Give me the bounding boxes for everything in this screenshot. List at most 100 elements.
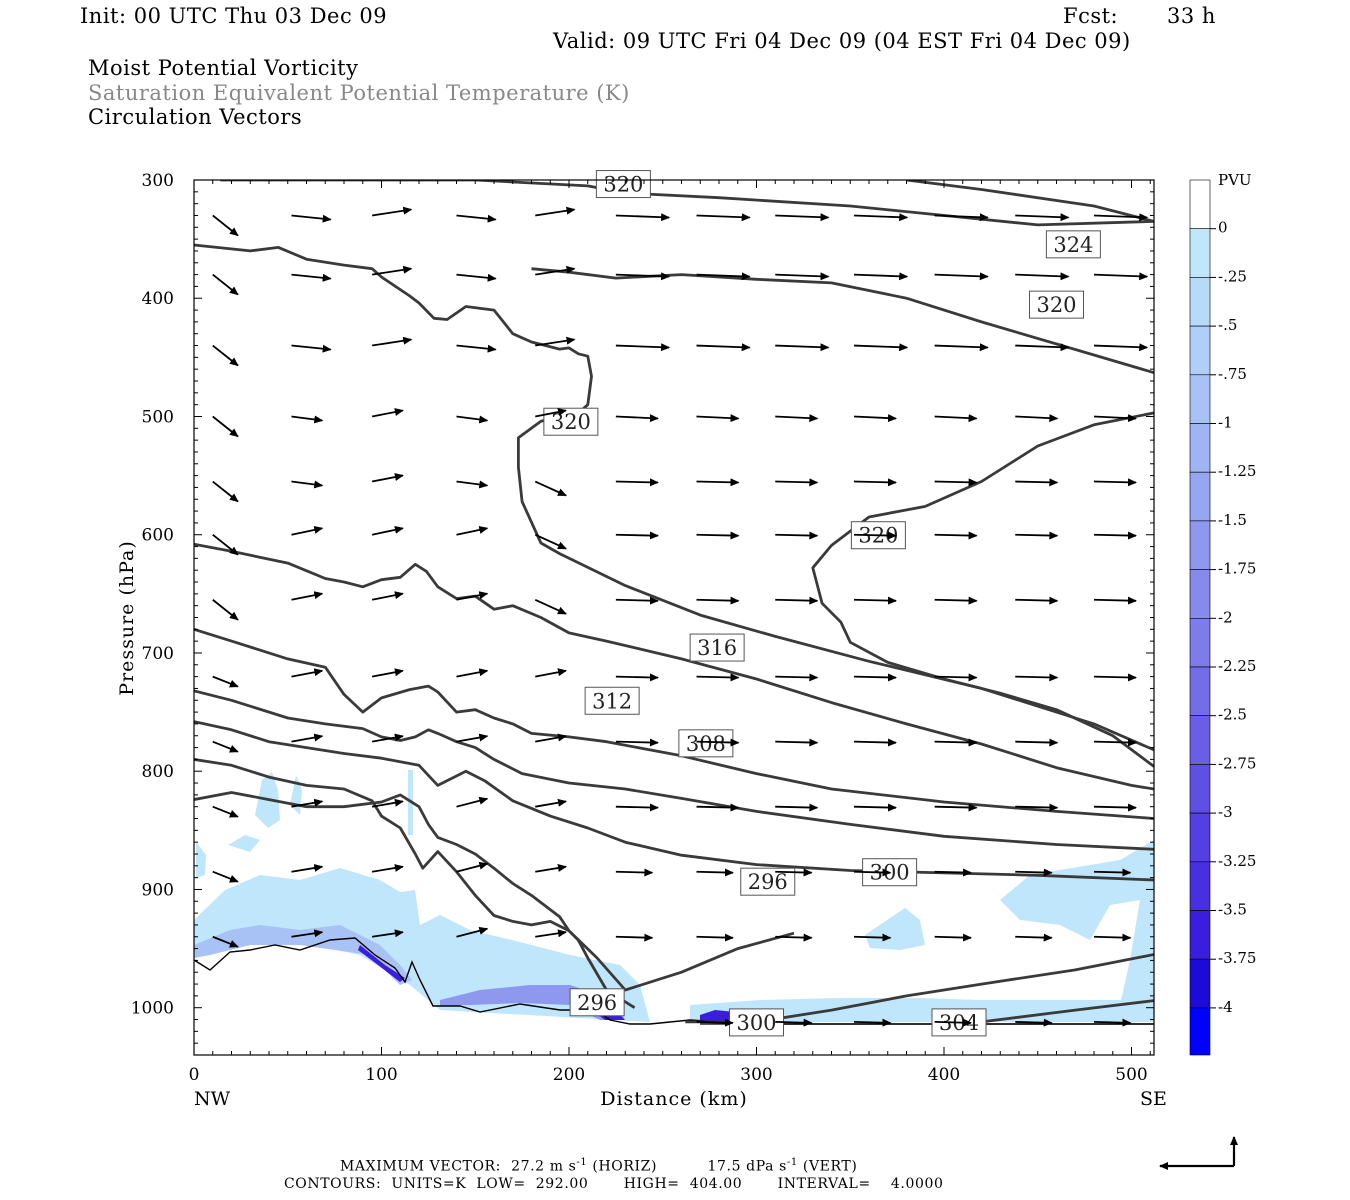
colorbar-tick-label: -3.5: [1218, 901, 1247, 919]
circulation-vector: [371, 929, 404, 938]
circulation-vector: [371, 473, 404, 483]
contour-line: [194, 243, 1154, 752]
circulation-vector: [615, 933, 654, 942]
contour-label: 324: [1045, 230, 1101, 259]
circulation-vector: [615, 414, 659, 423]
y-tick-label: 700: [142, 644, 174, 664]
field-title-theta-es: Saturation Equivalent Potential Temperat…: [88, 81, 630, 105]
max-vector-line: MAXIMUM VECTOR: 27.2 m s-1 (HORIZ) 17.5 …: [340, 1157, 858, 1175]
colorbar-swatch: [1189, 715, 1211, 765]
circulation-vector: [1015, 673, 1059, 682]
circulation-vector: [456, 480, 489, 489]
colorbar-swatch: [1189, 325, 1211, 376]
circulation-vector: [534, 598, 567, 615]
circulation-vector: [934, 673, 978, 682]
circulation-vector: [291, 798, 324, 808]
circulation-vector: [371, 206, 413, 217]
colorbar-tick-label: 0: [1218, 219, 1228, 237]
circulation-vector: [934, 213, 989, 222]
x-tick-label: 200: [553, 1065, 585, 1085]
circulation-vector: [696, 803, 740, 812]
circulation-vector: [1093, 803, 1137, 812]
contour-label: 300: [729, 1008, 784, 1037]
circulation-vector: [291, 929, 324, 938]
circulation-vector: [853, 414, 897, 423]
circulation-vector: [534, 533, 567, 550]
circulation-vector: [1093, 343, 1149, 352]
circulation-vector: [212, 344, 239, 367]
circulation-vector: [934, 478, 978, 487]
circulation-vector: [1093, 478, 1137, 487]
circulation-vector: [853, 673, 897, 682]
circulation-vector: [775, 673, 819, 682]
y-tick-label: 1000: [131, 999, 174, 1019]
circulation-vector: [615, 673, 659, 682]
colorbar-tick-label: -2: [1218, 608, 1233, 626]
forecast-hour: 33 h: [1167, 4, 1216, 28]
colorbar-swatch: [1189, 958, 1211, 1009]
circulation-vector: [212, 675, 239, 688]
circulation-vector: [291, 668, 324, 678]
svg-text:308: 308: [686, 732, 726, 756]
x-tick-label: 300: [740, 1065, 772, 1085]
circulation-vector: [291, 591, 324, 601]
circulation-vector: [456, 415, 489, 424]
circulation-vector: [1015, 933, 1053, 942]
contour-label: 316: [689, 633, 745, 662]
circulation-vector: [1093, 933, 1132, 942]
colorbar-swatch: [1189, 812, 1211, 863]
x-axis-left-end: NW: [194, 1088, 231, 1110]
colorbar-tick-label: -1.25: [1218, 462, 1256, 480]
circulation-vector: [853, 803, 897, 812]
circulation-vector: [535, 265, 576, 276]
circulation-vector: [615, 596, 659, 605]
circulation-vector: [853, 343, 909, 352]
contour-line: [194, 720, 1154, 882]
circulation-vector: [212, 935, 239, 948]
colorbar-swatch: [1189, 520, 1211, 570]
circulation-vector: [775, 478, 819, 487]
circulation-vector: [1015, 414, 1059, 423]
circulation-vector: [371, 265, 413, 276]
y-axis-label: Pressure (hPa): [116, 540, 138, 696]
colorbar-swatch: [1189, 374, 1211, 424]
circulation-vector: [775, 343, 830, 352]
circulation-vectors: [212, 206, 1149, 1027]
circulation-vector: [853, 272, 909, 281]
axis-tick-labels: 0 100 200 300 400 500 300 400 500 600 700 800 900 100…: [131, 171, 1148, 1085]
circulation-vector: [853, 478, 897, 487]
svg-text:296: 296: [577, 991, 617, 1015]
y-tick-label: 900: [142, 880, 174, 900]
circulation-vector: [615, 868, 654, 877]
contour-label: 320: [1029, 290, 1084, 319]
colorbar-tick-label: -4: [1218, 998, 1233, 1016]
valid-time: Valid: 09 UTC Fri 04 Dec 09 (04 EST Fri …: [553, 29, 1131, 53]
circulation-vector: [934, 414, 978, 423]
colorbar-tick-label: -2.75: [1218, 754, 1256, 772]
colorbar-swatch: [1189, 277, 1211, 327]
circulation-vector: [535, 668, 567, 678]
colorbar-tick-label: -1.5: [1218, 511, 1247, 529]
circulation-vector: [775, 531, 819, 540]
y-tick-label: 600: [142, 526, 174, 546]
contour-line: [981, 999, 1154, 1024]
circulation-vector: [291, 733, 324, 743]
contour-label: 320: [595, 170, 651, 199]
circulation-vector: [456, 591, 489, 601]
svg-text:320: 320: [603, 173, 643, 197]
circulation-vector: [1093, 673, 1137, 682]
circulation-vector: [1015, 343, 1070, 352]
circulation-vector: [853, 213, 909, 222]
colorbar-swatch: [1189, 423, 1211, 473]
mpv-shade-light: [194, 868, 650, 1022]
contour-line: [220, 180, 1154, 227]
circulation-vector: [1093, 414, 1137, 423]
terrain-line: [193, 937, 1154, 1025]
circulation-vector: [212, 740, 239, 753]
axis-ticks: [193, 179, 1154, 1056]
circulation-vector: [696, 933, 734, 942]
circulation-vector: [1015, 1018, 1053, 1027]
circulation-vector: [696, 213, 751, 222]
x-axis-label: Distance (km): [600, 1088, 748, 1110]
svg-text:324: 324: [1053, 233, 1093, 257]
